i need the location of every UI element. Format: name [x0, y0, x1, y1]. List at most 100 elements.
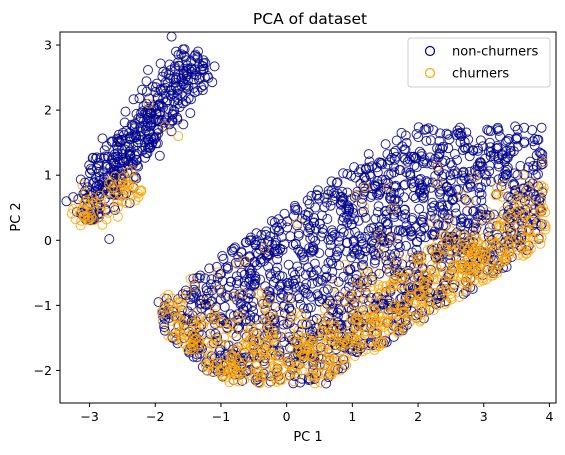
non-churner-point	[199, 273, 210, 284]
churner-point	[127, 189, 138, 200]
non-churner-point	[317, 294, 328, 304]
non-churner-point	[287, 276, 298, 287]
y-tick-label: −2	[34, 363, 52, 378]
non-churner-point	[249, 312, 260, 323]
churner-point	[213, 267, 224, 278]
non-churner-point	[427, 177, 438, 188]
non-churner-point	[401, 291, 412, 302]
non-churner-point	[99, 177, 110, 188]
non-churner-point	[390, 258, 401, 269]
non-churner-point	[181, 55, 192, 66]
churner-point	[325, 300, 336, 311]
churner-point	[370, 267, 381, 278]
legend-marker-non-churners	[424, 45, 436, 57]
churner-point	[421, 271, 432, 282]
non-churner-point	[400, 130, 411, 141]
non-churner-point	[512, 169, 523, 180]
non-churner-point	[68, 192, 79, 203]
non-churner-point	[366, 171, 376, 182]
y-tick-label: 3	[44, 38, 52, 53]
non-churner-point	[154, 150, 165, 161]
churner-point	[428, 287, 439, 298]
non-churner-point	[179, 50, 189, 61]
churner-point	[300, 317, 311, 328]
non-churner-point	[364, 156, 375, 167]
non-churner-point	[233, 275, 244, 286]
churner-point	[361, 344, 372, 355]
non-churner-point	[279, 208, 290, 219]
churner-point	[338, 296, 348, 307]
non-churner-point	[348, 246, 359, 257]
churner-point	[386, 260, 397, 271]
non-churner-point	[141, 76, 152, 87]
churner-point	[425, 297, 435, 307]
non-churner-point	[341, 238, 352, 249]
churner-point	[524, 195, 535, 206]
non-churner-point	[485, 151, 496, 162]
non-churner-point	[392, 233, 403, 244]
non-churner-point	[249, 237, 260, 248]
non-churner-point	[411, 129, 422, 139]
churner-point	[359, 182, 370, 193]
churner-point	[428, 305, 439, 315]
non-churner-point	[380, 175, 391, 185]
non-churner-point	[305, 319, 316, 330]
churner-point	[245, 323, 256, 334]
churner-point	[367, 308, 378, 319]
non-churner-point	[205, 296, 216, 307]
non-churner-point	[465, 181, 476, 192]
churner-point	[478, 254, 489, 265]
non-churner-point	[464, 166, 475, 177]
churner-point	[460, 249, 471, 260]
non-churner-point	[159, 325, 170, 336]
non-churner-point	[303, 220, 314, 231]
non-churner-point	[370, 213, 381, 224]
chart-title: PCA of dataset	[253, 10, 367, 28]
churner-point	[312, 344, 323, 355]
non-churner-point	[231, 331, 242, 342]
churner-point	[325, 329, 336, 340]
churner-point	[464, 196, 475, 207]
churner-point	[260, 316, 271, 327]
churner-point	[246, 322, 257, 333]
churner-point	[240, 255, 251, 266]
churner-point	[537, 157, 548, 168]
non-churner-point	[215, 269, 226, 280]
non-churner-point	[458, 167, 468, 178]
churner-point	[117, 196, 128, 207]
non-churner-point	[358, 259, 369, 270]
churner-point	[454, 292, 465, 302]
non-churner-point	[170, 81, 181, 92]
non-churner-point	[468, 206, 479, 217]
non-churner-point	[283, 259, 294, 270]
non-churner-point	[231, 271, 242, 282]
non-churner-point	[152, 114, 163, 125]
non-churner-point	[452, 155, 462, 166]
churner-point	[256, 287, 267, 298]
non-churner-point	[337, 196, 348, 207]
non-churner-point	[480, 176, 491, 187]
x-axis-label: PC 1	[293, 430, 322, 445]
churner-point	[406, 291, 416, 302]
churner-point	[237, 288, 248, 299]
churner-point	[305, 351, 316, 362]
non-churner-point	[483, 227, 493, 238]
non-churner-point	[359, 186, 370, 197]
non-churner-point	[261, 226, 272, 237]
churner-point	[439, 242, 450, 253]
churner-point	[487, 220, 498, 231]
non-churner-point	[492, 124, 503, 135]
non-churner-point	[373, 201, 384, 212]
non-churner-point	[210, 302, 221, 313]
non-churner-point	[382, 219, 393, 230]
non-churner-point	[496, 149, 507, 160]
churner-point	[472, 247, 483, 258]
non-churner-point	[426, 159, 437, 170]
churner-point	[201, 296, 212, 307]
churner-point	[273, 350, 284, 361]
churner-point	[496, 215, 507, 225]
non-churner-point	[333, 236, 344, 247]
non-churner-point	[363, 149, 374, 160]
non-churner-point	[276, 232, 287, 243]
churner-point	[167, 293, 177, 304]
